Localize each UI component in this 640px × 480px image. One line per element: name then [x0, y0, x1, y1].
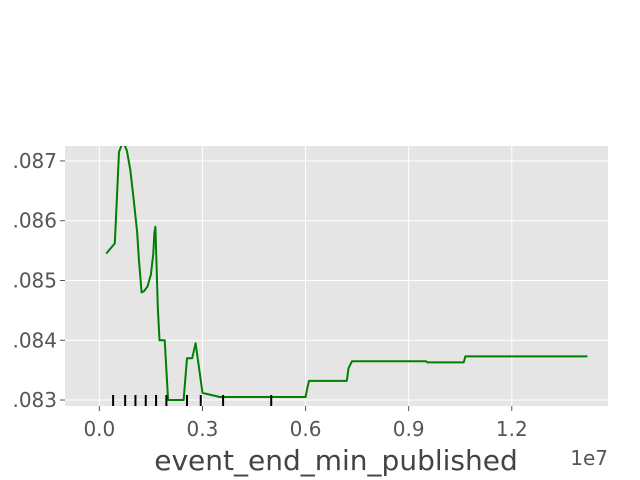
y-tick-label: .085 [12, 268, 57, 292]
y-tick-label: .083 [12, 388, 57, 412]
y-tick-label: .087 [12, 149, 57, 173]
x-axis-offset-label: 1e7 [570, 446, 608, 470]
x-tick-label: 0.6 [290, 417, 322, 441]
series-line [105, 146, 588, 401]
y-tick-label: .084 [12, 328, 57, 352]
series-layer [105, 146, 588, 401]
rug-layer [112, 395, 273, 406]
plot-background [65, 146, 608, 406]
x-axis: 0.0 0.3 0.6 0.9 1.2 [83, 406, 528, 441]
x-tick-label: 0.3 [187, 417, 219, 441]
y-axis: .083 .084 .085 .086 .087 [12, 149, 65, 412]
y-tick-label: .086 [12, 209, 57, 233]
x-tick-label: 1.2 [496, 417, 528, 441]
x-tick-label: 0.0 [83, 417, 115, 441]
x-axis-label: event_end_min_published [154, 444, 517, 477]
x-tick-label: 0.9 [393, 417, 425, 441]
